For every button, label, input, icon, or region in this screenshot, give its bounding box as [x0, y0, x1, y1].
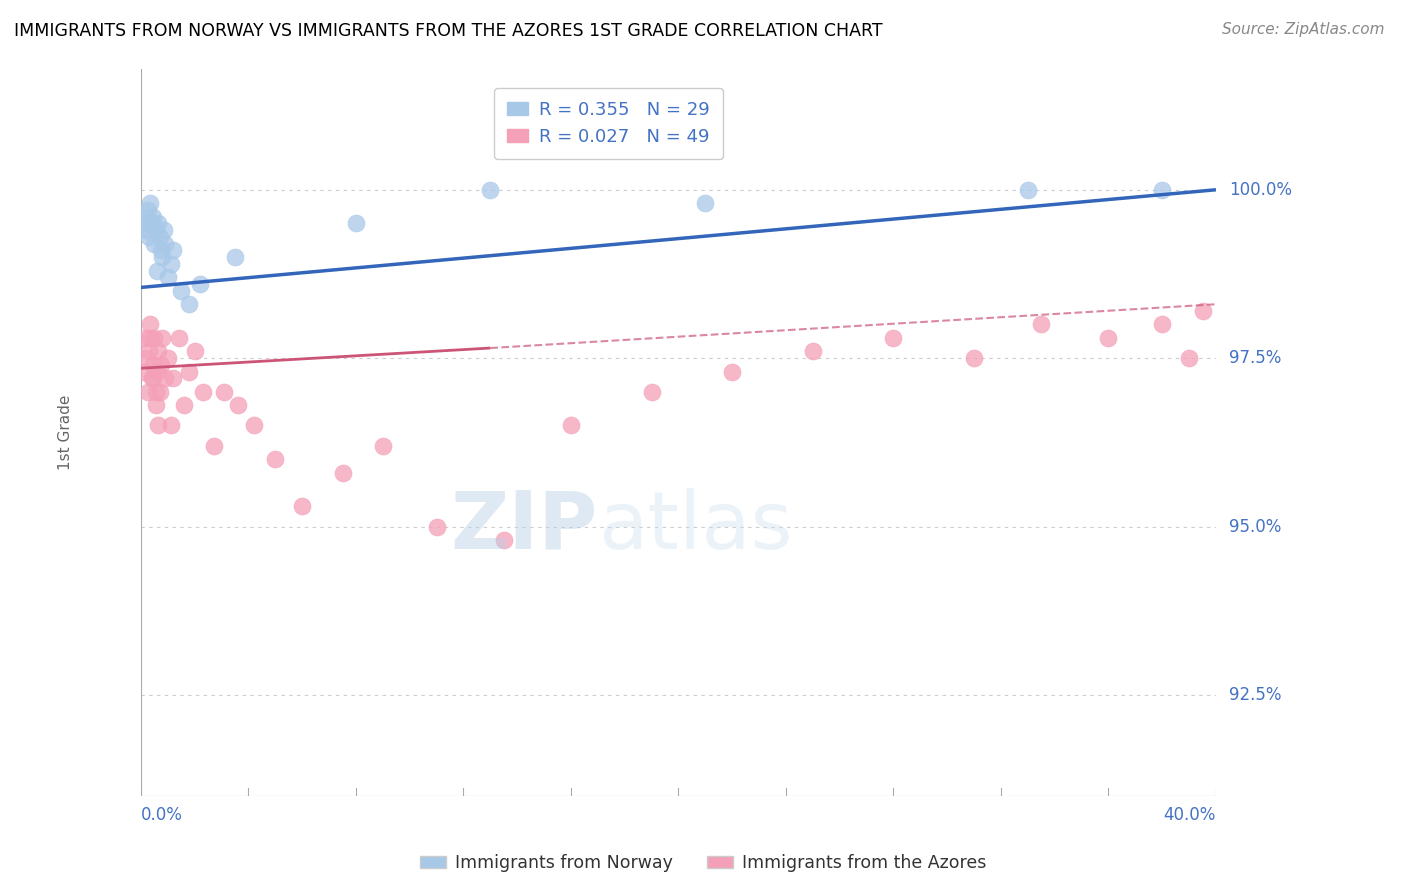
- Point: [153, 371, 176, 385]
- Text: atlas: atlas: [598, 488, 792, 566]
- Point: [963, 351, 986, 366]
- Point: [214, 384, 236, 399]
- Point: [143, 331, 166, 345]
- Point: [149, 230, 172, 244]
- Point: [191, 384, 214, 399]
- Point: [162, 371, 184, 385]
- Point: [159, 257, 181, 271]
- Point: [150, 244, 173, 258]
- Point: [138, 230, 160, 244]
- Point: [149, 384, 172, 399]
- Point: [141, 216, 163, 230]
- Point: [344, 216, 367, 230]
- Point: [183, 344, 205, 359]
- Text: 1st Grade: 1st Grade: [58, 394, 73, 470]
- Point: [145, 398, 167, 412]
- Point: [179, 365, 201, 379]
- Point: [146, 365, 169, 379]
- Point: [134, 331, 156, 345]
- Point: [142, 358, 165, 372]
- Point: [156, 351, 179, 366]
- Point: [141, 371, 163, 385]
- Point: [695, 196, 717, 211]
- Point: [721, 365, 744, 379]
- Point: [148, 418, 170, 433]
- Text: 0.0%: 0.0%: [141, 806, 183, 824]
- Point: [136, 384, 159, 399]
- Point: [492, 533, 515, 547]
- Point: [1178, 351, 1201, 366]
- Point: [132, 216, 155, 230]
- Point: [1097, 331, 1119, 345]
- Point: [162, 244, 184, 258]
- Text: Source: ZipAtlas.com: Source: ZipAtlas.com: [1222, 22, 1385, 37]
- Point: [153, 223, 176, 237]
- Point: [139, 318, 162, 332]
- Point: [243, 418, 266, 433]
- Point: [640, 384, 662, 399]
- Point: [153, 236, 176, 251]
- Point: [152, 331, 174, 345]
- Point: [167, 331, 190, 345]
- Point: [132, 365, 155, 379]
- Point: [135, 351, 157, 366]
- Point: [426, 519, 449, 533]
- Point: [170, 284, 193, 298]
- Point: [179, 297, 201, 311]
- Text: 100.0%: 100.0%: [1229, 181, 1292, 199]
- Point: [143, 236, 166, 251]
- Point: [145, 384, 167, 399]
- Point: [139, 331, 162, 345]
- Point: [156, 270, 179, 285]
- Point: [1017, 183, 1039, 197]
- Point: [142, 210, 165, 224]
- Point: [291, 500, 314, 514]
- Point: [1031, 318, 1053, 332]
- Point: [152, 250, 174, 264]
- Point: [332, 466, 354, 480]
- Point: [202, 439, 225, 453]
- Legend: Immigrants from Norway, Immigrants from the Azores: Immigrants from Norway, Immigrants from …: [413, 847, 993, 879]
- Point: [1152, 183, 1174, 197]
- Point: [371, 439, 394, 453]
- Point: [801, 344, 824, 359]
- Point: [134, 210, 156, 224]
- Point: [135, 223, 157, 237]
- Point: [139, 196, 162, 211]
- Point: [264, 452, 287, 467]
- Point: [882, 331, 904, 345]
- Point: [159, 418, 181, 433]
- Point: [188, 277, 211, 291]
- Point: [148, 344, 170, 359]
- Point: [150, 358, 173, 372]
- Point: [1191, 304, 1213, 318]
- Point: [224, 250, 246, 264]
- Text: ZIP: ZIP: [450, 488, 598, 566]
- Legend: R = 0.355   N = 29, R = 0.027   N = 49: R = 0.355 N = 29, R = 0.027 N = 49: [494, 88, 723, 159]
- Point: [173, 398, 195, 412]
- Point: [145, 223, 167, 237]
- Point: [1152, 318, 1174, 332]
- Text: 95.0%: 95.0%: [1229, 517, 1282, 535]
- Point: [226, 398, 249, 412]
- Point: [560, 418, 582, 433]
- Point: [148, 216, 170, 230]
- Point: [146, 263, 169, 277]
- Text: 92.5%: 92.5%: [1229, 686, 1282, 704]
- Text: 40.0%: 40.0%: [1164, 806, 1216, 824]
- Point: [479, 183, 502, 197]
- Point: [136, 202, 159, 217]
- Text: IMMIGRANTS FROM NORWAY VS IMMIGRANTS FROM THE AZORES 1ST GRADE CORRELATION CHART: IMMIGRANTS FROM NORWAY VS IMMIGRANTS FRO…: [14, 22, 883, 40]
- Point: [138, 344, 160, 359]
- Point: [142, 371, 165, 385]
- Text: 97.5%: 97.5%: [1229, 349, 1282, 368]
